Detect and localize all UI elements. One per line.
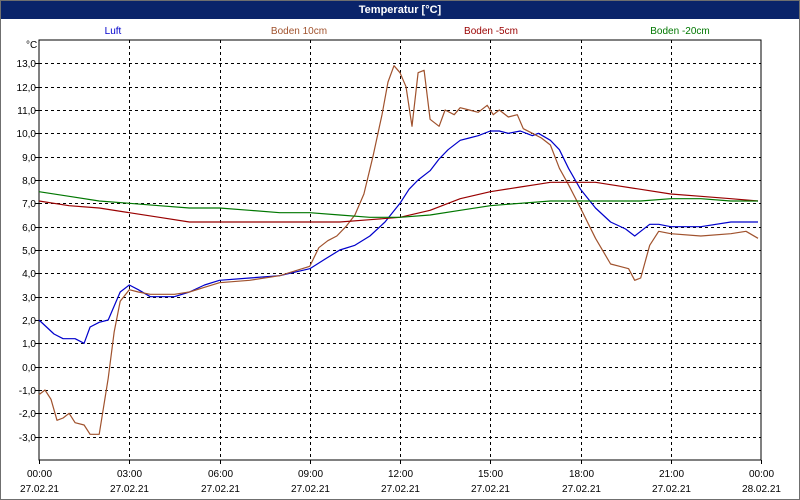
x-tick-date: 27.02.21 (471, 484, 510, 495)
x-tick-time: 15:00 (478, 469, 503, 480)
y-tick-label: 11,0 (17, 106, 36, 117)
y-axis-unit: °C (26, 40, 37, 51)
x-tick-date: 27.02.21 (110, 484, 149, 495)
x-tick-time: 21:00 (659, 469, 684, 480)
y-axis: 13,0 12,0 11,0 10,0 9,0 8,0 7,0 6,0 5,0 4,0 3,0 2,0… (17, 59, 39, 444)
x-tick-date: 27.02.21 (652, 484, 691, 495)
y-tick-label: 6,0 (22, 223, 36, 234)
x-tick-time: 09:00 (298, 469, 323, 480)
series-line-boden-10cm (38, 65, 759, 435)
legend-item: Boden 10cm (271, 26, 327, 37)
legend: Luft Boden 10cm Boden -5cm Boden -20cm (105, 26, 710, 37)
x-tick-date: 28.02.21 (742, 484, 781, 495)
x-tick-time: 00:00 (27, 469, 52, 480)
series-line-luft (38, 130, 758, 344)
y-tick-label: 12,0 (17, 83, 37, 94)
grid (39, 40, 761, 460)
x-tick-date: 27.02.21 (381, 484, 420, 495)
legend-item: Boden -5cm (464, 26, 518, 37)
y-tick-label: 7,0 (22, 199, 36, 210)
y-tick-label: 3,0 (22, 293, 36, 304)
x-tick-date: 27.02.21 (201, 484, 240, 495)
x-tick-time: 12:00 (388, 469, 413, 480)
y-tick-label: 10,0 (17, 129, 37, 140)
x-tick-time: 06:00 (208, 469, 233, 480)
x-tick-date: 27.02.21 (562, 484, 601, 495)
y-tick-label: 1,0 (22, 339, 36, 350)
y-tick-label: 0,0 (22, 363, 36, 374)
x-tick-time: 18:00 (569, 469, 594, 480)
legend-item: Boden -20cm (650, 26, 709, 37)
legend-item: Luft (105, 26, 122, 37)
window-title: Temperatur [°C] (1, 1, 799, 19)
y-tick-label: 2,0 (22, 316, 36, 327)
y-tick-label: 4,0 (22, 269, 36, 280)
x-tick-date: 27.02.21 (20, 484, 59, 495)
y-tick-label: -3,0 (19, 433, 37, 444)
x-tick-time: 00:00 (749, 469, 774, 480)
y-tick-label: -2,0 (19, 409, 37, 420)
y-tick-label: 13,0 (17, 59, 37, 70)
x-axis: 00:00 27.02.21 03:00 27.02.21 06:00 27.02.21 0… (20, 460, 781, 495)
x-tick-date: 27.02.21 (291, 484, 330, 495)
series-line-boden-20cm (38, 191, 758, 218)
y-tick-label: 8,0 (22, 176, 36, 187)
y-tick-label: 9,0 (22, 153, 36, 164)
series-lines (38, 65, 759, 435)
y-tick-label: -1,0 (19, 386, 37, 397)
y-tick-label: 5,0 (22, 246, 36, 257)
series-line-boden-5cm (38, 181, 759, 223)
x-tick-time: 03:00 (117, 469, 142, 480)
